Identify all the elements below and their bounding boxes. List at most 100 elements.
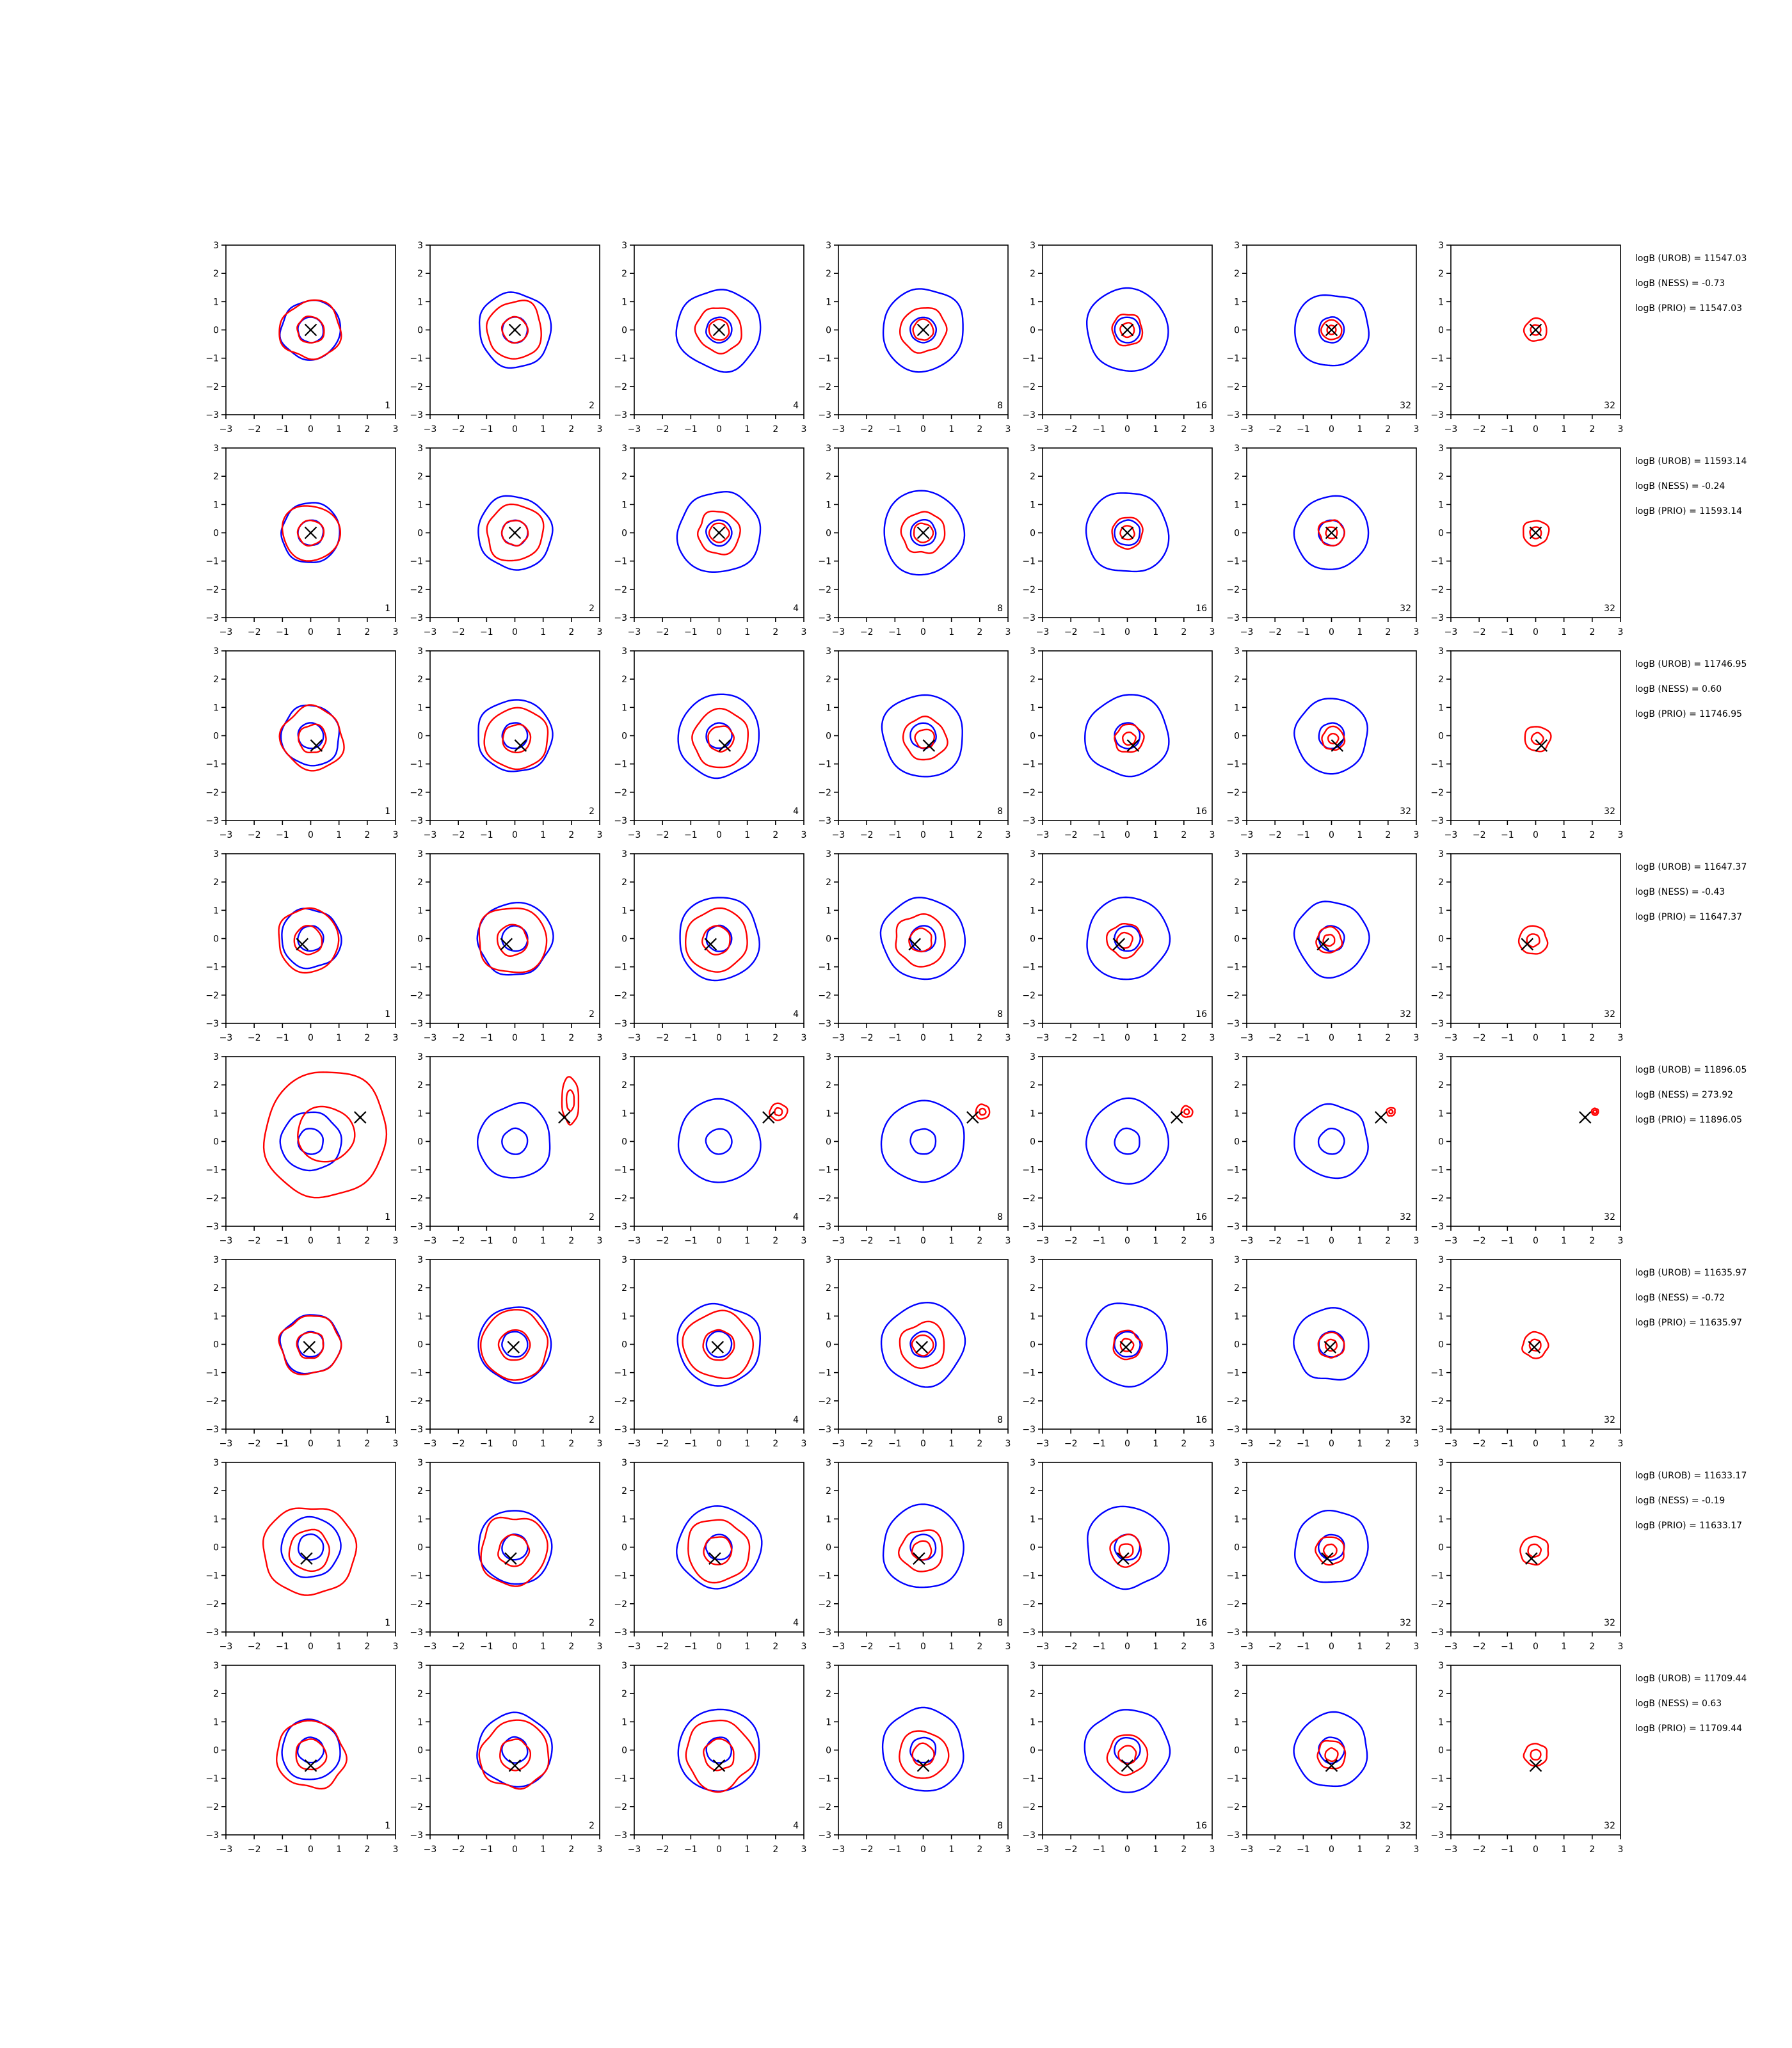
reference-contour-inner (909, 925, 937, 952)
estimate-contour-inner (911, 1540, 932, 1561)
panel-label: 2 (589, 1415, 595, 1425)
x-tick-label: 0 (1533, 627, 1539, 637)
panel-r4-c3: −3−3 −2 −2 −1 −1 0 0 1 1 2 2 3 3 4 (614, 849, 806, 1043)
y-tick-label: −1 (614, 557, 627, 567)
reference-contour-outer (676, 1505, 763, 1590)
x-tick-label: −1 (1501, 1236, 1514, 1246)
y-tick-label: 2 (621, 1080, 627, 1091)
x-tick-label: 0 (512, 1642, 518, 1652)
y-tick-label: 3 (621, 1052, 627, 1062)
y-tick-label: 0 (621, 1543, 627, 1553)
plot-area (476, 1076, 580, 1179)
y-tick-label: 2 (1234, 675, 1240, 685)
panel-r4-c6: −3−3 −2 −2 −1 −1 0 0 1 1 2 2 3 3 32 (1226, 849, 1419, 1043)
x-tick-label: 3 (597, 627, 603, 637)
y-tick-label: 3 (1438, 1255, 1444, 1265)
plot-area (278, 704, 345, 772)
y-tick-label: 2 (417, 472, 423, 482)
y-tick-label: 2 (1234, 1283, 1240, 1293)
y-tick-label: 1 (1030, 1514, 1036, 1524)
x-tick-label: −3 (1036, 830, 1050, 840)
row-stats-1: logB (UROB) = 11547.03 logB (NESS) = -0.7… (1635, 253, 1747, 314)
plot-area (1293, 698, 1368, 775)
x-tick-label: 2 (364, 1236, 370, 1246)
stats-line: logB (PRIO) = 11709.44 (1635, 1724, 1742, 1734)
stats-line: logB (UROB) = 11593.14 (1635, 456, 1747, 467)
x-tick-label: 1 (540, 830, 546, 840)
y-tick-label: −2 (614, 1194, 627, 1204)
y-tick-label: 0 (1030, 326, 1036, 336)
y-tick-label: −1 (205, 354, 219, 364)
y-tick-label: −2 (818, 788, 831, 798)
y-tick-label: −3 (410, 1425, 423, 1435)
x-tick-label: −2 (1064, 1439, 1078, 1449)
x-tick-label: 1 (1357, 830, 1363, 840)
y-tick-label: 3 (213, 849, 219, 860)
y-tick-label: −1 (1226, 1165, 1240, 1176)
reference-contour-inner (296, 1736, 325, 1764)
estimate-contour-inner (1527, 1543, 1542, 1558)
estimate-contour-inner (1326, 324, 1337, 335)
x-tick-label: 2 (772, 1033, 778, 1043)
reference-contour-outer (1085, 492, 1170, 573)
x-tick-label: 3 (393, 1236, 399, 1246)
y-tick-label: 3 (621, 444, 627, 454)
y-tick-label: 1 (213, 703, 219, 713)
estimate-contour-inner (1118, 1543, 1134, 1558)
reference-contour-inner (1114, 1127, 1140, 1155)
reference-contour-inner (909, 1128, 937, 1155)
x-tick-label: 3 (1005, 1439, 1011, 1449)
row-stats-7: logB (UROB) = 11633.17 logB (NESS) = -0.1… (1635, 1471, 1747, 1531)
x-tick-label: −1 (1297, 1642, 1310, 1652)
reference-contour-inner (501, 1736, 529, 1764)
x-tick-label: −1 (1297, 830, 1310, 840)
y-tick-label: −2 (818, 991, 831, 1001)
reference-contour-outer (675, 289, 762, 373)
x-tick-label: −1 (1092, 1033, 1106, 1043)
estimate-contour-inner (702, 1329, 735, 1361)
estimate-contour-inner (914, 728, 935, 749)
y-tick-label: −3 (410, 816, 423, 826)
x-tick-label: 1 (948, 830, 954, 840)
y-tick-label: −1 (205, 760, 219, 770)
row-stats-2: logB (UROB) = 11593.14 logB (NESS) = -0.2… (1635, 456, 1747, 516)
panel-r1-c7: −3−3 −2 −2 −1 −1 0 0 1 1 2 2 3 3 32 (1430, 241, 1623, 435)
y-tick-label: −1 (818, 963, 831, 973)
y-tick-label: −2 (205, 788, 219, 798)
y-tick-label: 1 (826, 1717, 831, 1727)
axes-frame (634, 853, 804, 1024)
true-value-marker (354, 1111, 367, 1124)
y-tick-label: −2 (1430, 1802, 1444, 1812)
y-tick-label: −2 (410, 1194, 423, 1204)
true-value-marker (913, 1552, 925, 1565)
y-tick-label: −1 (205, 1165, 219, 1176)
y-tick-label: 3 (1030, 1458, 1036, 1468)
x-tick-label: −2 (860, 627, 874, 637)
x-tick-label: 2 (568, 1439, 574, 1449)
plot-area (278, 299, 342, 361)
true-value-marker (1529, 526, 1542, 540)
y-tick-label: −2 (1022, 991, 1036, 1001)
x-tick-label: −2 (656, 1033, 669, 1043)
x-tick-label: −2 (452, 627, 465, 637)
x-tick-label: 0 (1533, 424, 1539, 435)
true-value-marker (1121, 526, 1134, 540)
x-tick-label: −1 (276, 1642, 289, 1652)
x-tick-label: −2 (452, 424, 465, 435)
y-tick-label: 0 (417, 1746, 423, 1756)
reference-contour-outer (679, 897, 760, 982)
stats-line: logB (NESS) = -0.43 (1635, 887, 1725, 897)
x-tick-label: −3 (424, 1844, 437, 1855)
panel-label: 32 (1604, 1212, 1615, 1222)
y-tick-label: −1 (205, 1774, 219, 1784)
y-tick-label: 0 (1438, 1137, 1444, 1148)
reference-contour-outer (1086, 896, 1171, 980)
estimate-contour-outer (897, 1529, 943, 1572)
estimate-contour-outer (1114, 723, 1145, 753)
y-tick-label: −1 (410, 963, 423, 973)
x-tick-label: 0 (308, 424, 314, 435)
y-tick-label: −1 (614, 1774, 627, 1784)
x-tick-label: −3 (220, 1642, 233, 1652)
panel-r8-c7: −3−3 −2 −2 −1 −1 0 0 1 1 2 2 3 3 32 (1430, 1661, 1623, 1855)
reference-contour-outer (1085, 1302, 1169, 1388)
